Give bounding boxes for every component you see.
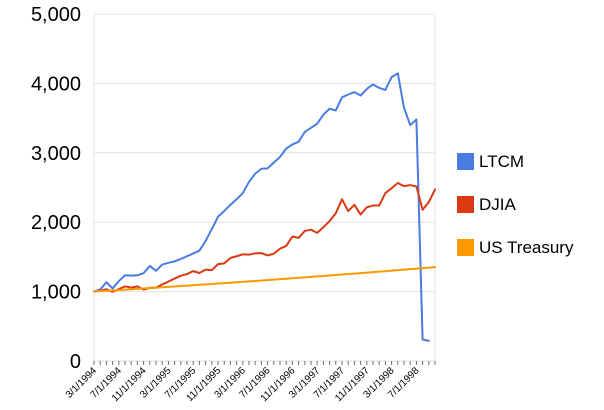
y-axis-label: 0 bbox=[70, 351, 81, 373]
series-line-ltcm bbox=[93, 72, 430, 342]
legend-swatch-djia bbox=[457, 196, 474, 213]
legend: LTCM DJIA US Treasury bbox=[457, 153, 573, 282]
series-line-djia bbox=[93, 181, 436, 293]
legend-label-us-treasury: US Treasury bbox=[479, 238, 574, 257]
y-axis-label: 2,000 bbox=[31, 212, 81, 234]
legend-item-djia: DJIA bbox=[457, 196, 573, 213]
y-axis-label: 1,000 bbox=[31, 282, 81, 304]
legend-label-djia: DJIA bbox=[479, 195, 516, 214]
legend-item-ltcm: LTCM bbox=[457, 153, 573, 170]
y-axis-label: 3,000 bbox=[31, 143, 81, 165]
legend-label-ltcm: LTCM bbox=[479, 152, 525, 171]
legend-swatch-us-treasury bbox=[457, 239, 474, 256]
series-line-us-treasury bbox=[93, 266, 436, 293]
legend-item-us-treasury: US Treasury bbox=[457, 239, 573, 256]
legend-swatch-ltcm bbox=[457, 153, 474, 170]
y-axis-label: 4,000 bbox=[31, 73, 81, 95]
y-axis-label: 5,000 bbox=[31, 4, 81, 26]
